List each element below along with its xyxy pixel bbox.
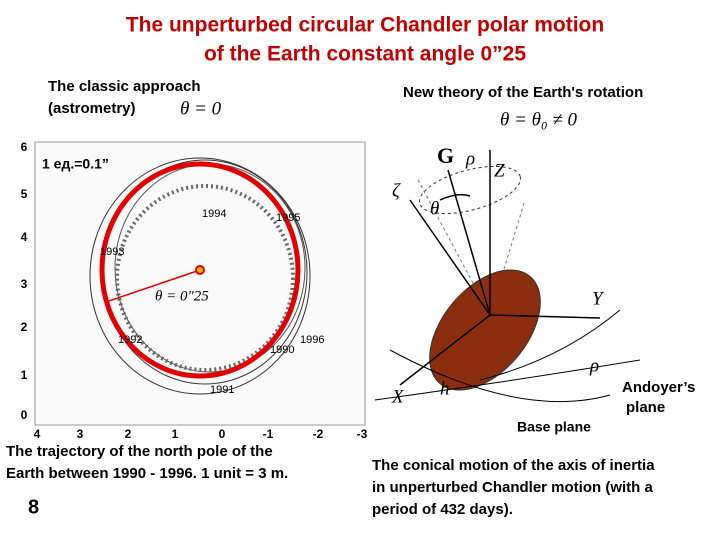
- trajectory: [89, 157, 311, 395]
- year-label: 1990: [270, 344, 294, 356]
- y-label: 1: [21, 368, 28, 382]
- year-label: 1992: [118, 334, 142, 346]
- title: of the Earth constant angle 0”25: [204, 43, 526, 66]
- formula: θ = 0: [180, 98, 222, 119]
- y-label: 2: [21, 320, 28, 334]
- axis-label: X: [391, 386, 405, 407]
- y-label: 4: [21, 230, 28, 244]
- axis-zeta: [409, 199, 491, 316]
- x-label: -3: [357, 427, 368, 441]
- year-label: 1996: [300, 334, 324, 346]
- base-plane-label: Base plane: [517, 419, 591, 435]
- x-label: 0: [219, 427, 226, 441]
- x-label: 2: [125, 427, 132, 441]
- axis-label: θ: [430, 198, 439, 219]
- axis-label: h: [440, 378, 450, 399]
- x-label: -1: [263, 427, 274, 441]
- pole-plot: 1 ед.=0.1” θ = 0"25: [34, 141, 366, 426]
- heading: The classic approach: [48, 78, 201, 95]
- axis-x: [399, 314, 491, 386]
- y-label: 0: [21, 408, 28, 422]
- plane-line: [374, 359, 641, 401]
- year-label: 1994: [202, 208, 226, 220]
- caption: The conical motion of the axis of inerti…: [372, 457, 655, 474]
- axis-label: Z: [494, 160, 505, 181]
- y-label: 6: [21, 140, 28, 154]
- axis-label: ζ: [392, 180, 401, 201]
- plane-line: [389, 349, 611, 403]
- mean-circle: [99, 161, 301, 379]
- x-label: 3: [77, 427, 84, 441]
- y-label: 5: [21, 187, 28, 201]
- year-label: 1995: [276, 212, 300, 224]
- angle-label: θ = 0"25: [155, 288, 209, 304]
- axis-label: Y: [592, 288, 605, 309]
- page-number: 8: [28, 496, 39, 518]
- caption: The trajectory of the north pole of the: [6, 443, 273, 460]
- caption: period of 432 days).: [372, 501, 513, 518]
- andoyer-label: Andoyer’s: [622, 379, 695, 396]
- x-label: 4: [34, 427, 41, 441]
- andoyer-disk: [429, 269, 541, 391]
- caption: Earth between 1990 - 1996. 1 unit = 3 m.: [6, 465, 288, 482]
- axis-label: ρ: [465, 148, 475, 169]
- dotted-trajectory: [115, 184, 295, 372]
- cone: [419, 165, 521, 215]
- center: [195, 265, 205, 275]
- axis-diagram: [374, 150, 641, 403]
- axis-label: ρ: [589, 355, 599, 376]
- plot-frame: [34, 141, 366, 426]
- title: The unperturbed circular Chandler polar …: [126, 14, 604, 37]
- year-label: 1991: [210, 384, 234, 396]
- heading: (astrometry): [48, 100, 136, 117]
- y-label: 3: [21, 277, 28, 291]
- plane-line: [479, 309, 621, 381]
- andoyer-label: plane: [626, 399, 665, 416]
- heading: New theory of the Earth's rotation: [403, 84, 643, 101]
- year-label: 1993: [100, 246, 124, 258]
- caption: in unperturbed Chandler motion (with a: [372, 479, 653, 496]
- axis-g: [447, 169, 491, 316]
- radius: [105, 269, 201, 303]
- x-label: 1: [172, 427, 179, 441]
- scale-note: 1 ед.=0.1”: [42, 156, 109, 172]
- x-label: -2: [313, 427, 324, 441]
- angle-arc: [439, 193, 471, 201]
- formula: θ = θ₀ ≠ 0: [500, 109, 578, 130]
- axis-y: [489, 314, 601, 319]
- axis-label: G: [437, 143, 454, 168]
